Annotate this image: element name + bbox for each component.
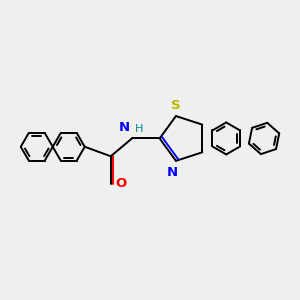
Text: N: N bbox=[167, 166, 178, 179]
Text: H: H bbox=[135, 124, 143, 134]
Text: N: N bbox=[118, 121, 130, 134]
Text: O: O bbox=[116, 177, 127, 190]
Text: S: S bbox=[171, 99, 181, 112]
